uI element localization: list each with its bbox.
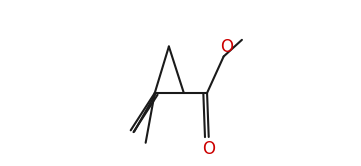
Text: O: O bbox=[202, 140, 215, 158]
Text: O: O bbox=[219, 38, 232, 56]
